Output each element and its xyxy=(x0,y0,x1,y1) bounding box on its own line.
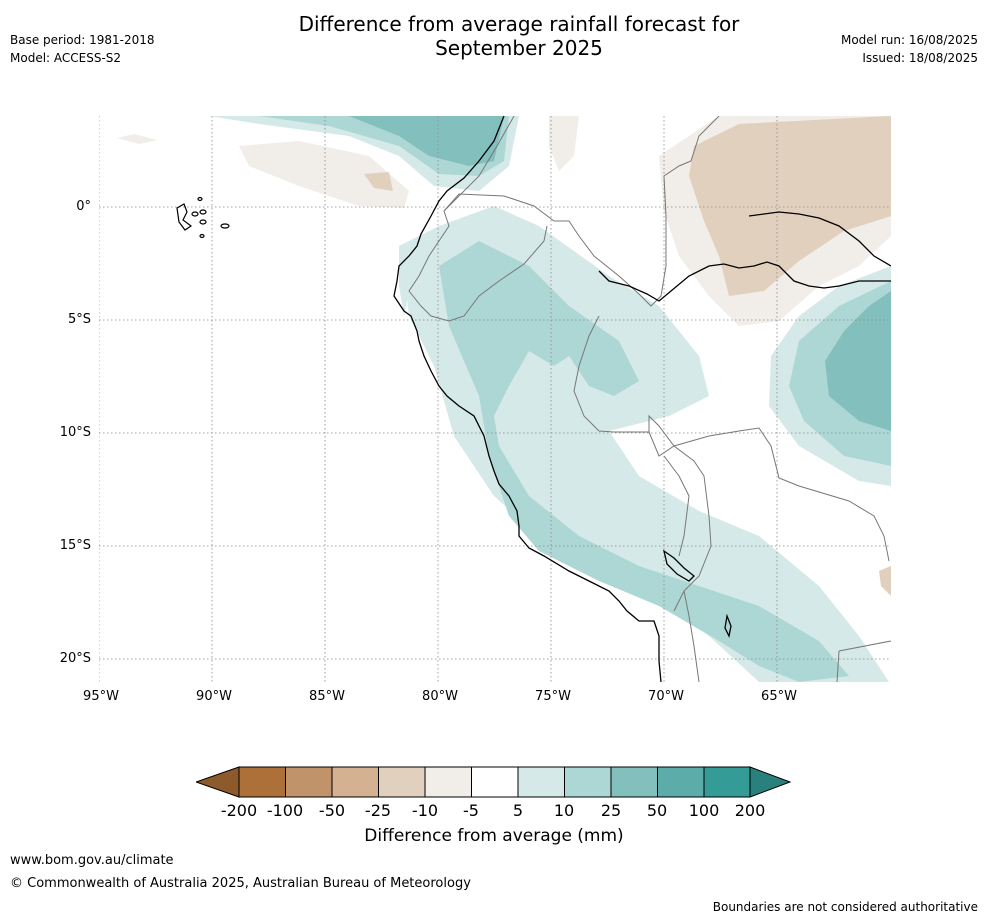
lat-label-0: 0° xyxy=(76,199,91,214)
colorbar-box-7 xyxy=(518,767,565,797)
dry-region-se xyxy=(879,566,891,596)
colorbar-label-2: -100 xyxy=(266,801,304,820)
footer-disclaimer: Boundaries are not considered authoritat… xyxy=(712,900,978,914)
lon-label-90w: 90°W xyxy=(196,689,232,704)
lat-label-5s: 5°S xyxy=(67,312,91,327)
meta-right: Model run: 16/08/2025 Issued: 18/08/2025 xyxy=(841,31,978,67)
colorbar-box-2 xyxy=(285,767,332,797)
colorbar-label-11: 100 xyxy=(688,801,720,820)
wet-region-east-inner xyxy=(825,291,891,431)
meta-left: Base period: 1981-2018 Model: ACCESS-S2 xyxy=(10,31,155,67)
colorbar-label-6: -5 xyxy=(463,801,479,820)
lake-titicaca xyxy=(662,549,695,582)
dry-region-pacific xyxy=(239,141,409,208)
dry-region-pacific-inner xyxy=(364,172,393,191)
colorbar-box-11 xyxy=(704,767,750,797)
colorbar-label-5: -10 xyxy=(411,801,439,820)
map-gridlines xyxy=(99,116,891,682)
colorbar-label-10: 50 xyxy=(646,801,668,820)
lon-label-95w: 95°W xyxy=(83,689,119,704)
lon-label-75w: 75°W xyxy=(535,689,571,704)
colorbar-box-4 xyxy=(378,767,425,797)
lat-label-10s: 10°S xyxy=(59,425,91,440)
dry-anomaly-regions xyxy=(117,116,891,596)
footer-url: www.bom.gov.au/climate xyxy=(10,853,174,868)
colorbar-extend-high xyxy=(749,766,792,798)
issued-label: Issued: 18/08/2025 xyxy=(862,51,978,65)
lon-label-85w: 85°W xyxy=(309,689,345,704)
page-title: Difference from average rainfall forecas… xyxy=(244,12,794,60)
galapagos-islands xyxy=(176,196,230,239)
coastline-north-sea xyxy=(598,261,891,302)
lon-label-65w: 65°W xyxy=(761,689,797,704)
colorbar-label-8: 10 xyxy=(553,801,575,820)
lon-label-80w: 80°W xyxy=(422,689,458,704)
colorbar-label-12: 200 xyxy=(734,801,766,820)
wet-region-andes-mid xyxy=(439,241,849,682)
base-period-label: Base period: 1981-2018 xyxy=(10,33,155,47)
model-run-label: Model run: 16/08/2025 xyxy=(840,33,978,47)
colorbar-label-7: 5 xyxy=(512,801,524,820)
colorbar-label-4: -25 xyxy=(364,801,392,820)
title-line-2: September 2025 xyxy=(435,36,603,60)
colorbar-extend-low xyxy=(196,766,240,798)
lat-label-15s: 15°S xyxy=(59,538,91,553)
title-line-1: Difference from average rainfall forecas… xyxy=(298,12,740,36)
colorbar-box-3 xyxy=(332,767,379,797)
colorbar-label-9: 25 xyxy=(600,801,622,820)
dry-region-ne-inner xyxy=(689,116,891,296)
coastline-amazon xyxy=(748,211,891,267)
lon-label-70w: 70°W xyxy=(648,689,684,704)
coastlines xyxy=(393,116,891,682)
colorbar-box-9 xyxy=(611,767,658,797)
lat-label-20s: 20°S xyxy=(59,651,91,666)
dry-region-galapagos xyxy=(117,134,157,144)
dry-region-small-n xyxy=(549,116,579,171)
colorbar-label-3: -50 xyxy=(318,801,346,820)
colorbar-title: Difference from average (mm) xyxy=(364,826,624,846)
country-borders xyxy=(408,116,891,682)
colorbar xyxy=(196,766,792,798)
model-label: Model: ACCESS-S2 xyxy=(10,51,122,65)
colorbar-box-1 xyxy=(239,767,286,797)
colorbar-box-10 xyxy=(657,767,704,797)
colorbar-box-5 xyxy=(425,767,472,797)
wet-region-north-inner xyxy=(349,116,504,166)
colorbar-box-8 xyxy=(564,767,611,797)
footer-copyright: © Commonwealth of Australia 2025, Austra… xyxy=(10,876,471,891)
coastline-main xyxy=(393,116,662,682)
wet-region-coastal-north xyxy=(399,231,429,316)
rainfall-map xyxy=(99,116,891,682)
colorbar-box-6 xyxy=(471,767,518,797)
wet-anomaly-regions xyxy=(209,116,891,682)
colorbar-label-1: -200 xyxy=(220,801,258,820)
lake-poopo xyxy=(724,613,732,638)
